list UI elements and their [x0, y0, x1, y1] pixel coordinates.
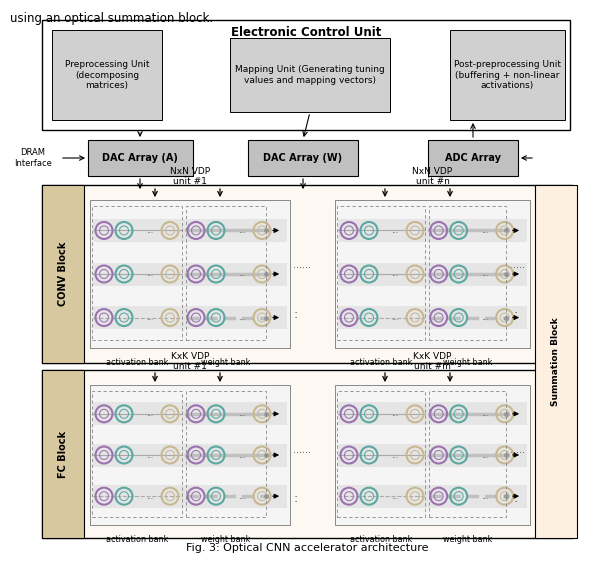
Bar: [429, 391, 506, 517]
Bar: [338, 443, 527, 466]
Text: ...: ...: [481, 450, 488, 459]
Text: ...: ...: [481, 492, 488, 500]
Bar: [337, 206, 425, 340]
Bar: [93, 402, 287, 425]
Bar: [535, 185, 577, 538]
Bar: [42, 20, 570, 130]
Text: :: :: [514, 308, 518, 321]
Text: ...: ...: [146, 492, 154, 500]
Bar: [42, 185, 84, 363]
Bar: [186, 391, 266, 517]
Text: weight bank: weight bank: [201, 358, 251, 367]
Text: ...: ...: [481, 270, 488, 279]
Text: activation bank: activation bank: [106, 358, 168, 367]
Text: weight bank: weight bank: [201, 535, 251, 544]
Bar: [337, 391, 425, 517]
Text: ...: ...: [238, 313, 246, 322]
Bar: [338, 306, 527, 329]
Text: activation bank: activation bank: [349, 535, 412, 544]
Text: ...: ...: [238, 450, 246, 459]
Text: ...: ...: [392, 313, 398, 322]
Text: NxN VDP
unit #n: NxN VDP unit #n: [413, 166, 453, 186]
Text: DAC Array (W): DAC Array (W): [263, 153, 343, 163]
Text: DRAM
Interface: DRAM Interface: [14, 148, 52, 168]
Bar: [428, 140, 518, 176]
Text: :: :: [294, 308, 298, 321]
Text: ...: ...: [146, 270, 154, 279]
Text: ...: ...: [238, 492, 246, 500]
Text: ...: ...: [392, 409, 398, 418]
Text: KxK VDP
unit #1: KxK VDP unit #1: [171, 352, 209, 371]
Text: weight bank: weight bank: [443, 358, 492, 367]
Text: Fig. 3: Optical CNN accelerator architecture: Fig. 3: Optical CNN accelerator architec…: [186, 543, 428, 553]
Text: ......: ......: [507, 445, 525, 455]
Bar: [93, 263, 287, 286]
Text: ...: ...: [146, 313, 154, 322]
Text: NxN VDP
unit #1: NxN VDP unit #1: [170, 166, 210, 186]
Text: activation bank: activation bank: [106, 535, 168, 544]
Bar: [93, 219, 287, 242]
Text: Post-preprocessing Unit
(buffering + non-linear
activations): Post-preprocessing Unit (buffering + non…: [454, 60, 561, 90]
Bar: [42, 185, 572, 363]
Text: ...: ...: [481, 226, 488, 235]
Text: ...: ...: [392, 492, 398, 500]
Text: ...: ...: [146, 409, 154, 418]
Bar: [88, 140, 193, 176]
Bar: [90, 200, 290, 348]
Bar: [335, 385, 530, 525]
Bar: [92, 206, 182, 340]
Text: activation bank: activation bank: [349, 358, 412, 367]
Text: ......: ......: [507, 260, 525, 270]
Text: ......: ......: [293, 260, 311, 270]
Bar: [92, 391, 182, 517]
Bar: [90, 385, 290, 525]
Text: ...: ...: [481, 409, 488, 418]
Text: using an optical summation block.: using an optical summation block.: [10, 12, 213, 25]
Text: ...: ...: [392, 450, 398, 459]
Bar: [230, 38, 390, 112]
Text: DAC Array (A): DAC Array (A): [102, 153, 178, 163]
Text: FC Block: FC Block: [58, 430, 68, 478]
Text: CONV Block: CONV Block: [58, 242, 68, 306]
Text: ......: ......: [293, 445, 311, 455]
Text: ...: ...: [392, 270, 398, 279]
Bar: [42, 370, 84, 538]
Bar: [186, 206, 266, 340]
Text: :: :: [514, 491, 518, 504]
Text: ...: ...: [146, 450, 154, 459]
Bar: [93, 484, 287, 508]
Text: ...: ...: [238, 270, 246, 279]
Text: weight bank: weight bank: [443, 535, 492, 544]
Text: ADC Array: ADC Array: [445, 153, 501, 163]
Text: Mapping Unit (Generating tuning
values and mapping vectors): Mapping Unit (Generating tuning values a…: [235, 66, 385, 85]
Text: KxK VDP
unit #m: KxK VDP unit #m: [413, 352, 452, 371]
Bar: [93, 443, 287, 466]
Bar: [52, 30, 162, 120]
Text: ...: ...: [238, 226, 246, 235]
Text: ...: ...: [392, 226, 398, 235]
Bar: [450, 30, 565, 120]
Bar: [338, 402, 527, 425]
Bar: [335, 200, 530, 348]
Bar: [42, 370, 572, 538]
Text: :: :: [294, 491, 298, 504]
Bar: [248, 140, 358, 176]
Text: Electronic Control Unit: Electronic Control Unit: [231, 26, 381, 39]
Bar: [338, 263, 527, 286]
Text: ...: ...: [238, 409, 246, 418]
Bar: [93, 306, 287, 329]
Text: ...: ...: [481, 313, 488, 322]
Bar: [338, 219, 527, 242]
Text: Preprocessing Unit
(decomposing
matrices): Preprocessing Unit (decomposing matrices…: [64, 60, 149, 90]
Bar: [338, 484, 527, 508]
Text: ...: ...: [146, 226, 154, 235]
Text: Summation Block: Summation Block: [551, 317, 561, 406]
Bar: [429, 206, 506, 340]
